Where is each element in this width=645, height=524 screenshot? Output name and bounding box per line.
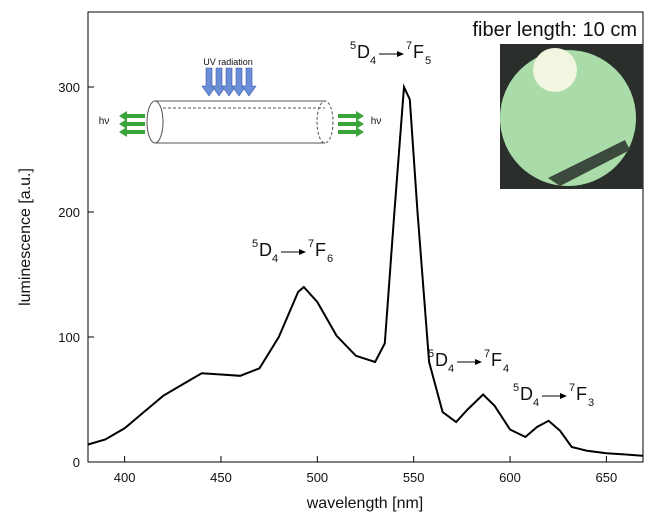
transition-part: 4	[503, 363, 509, 375]
y-tick-label: 0	[73, 455, 80, 470]
x-axis-label: wavelength [nm]	[306, 495, 424, 512]
annotation: fiber length: 10 cm	[472, 19, 637, 41]
transition-part: 7	[308, 238, 314, 250]
photo-inset	[500, 44, 643, 189]
transition-part: 5	[425, 55, 431, 67]
transition-part: D	[435, 350, 448, 370]
x-tick-label: 650	[596, 470, 618, 485]
transition-arrowhead	[560, 393, 567, 399]
transition-part: F	[315, 240, 326, 260]
x-tick-label: 450	[210, 470, 232, 485]
transition-label: 5 D 4 7 F 6	[252, 238, 333, 265]
transition-part: F	[491, 350, 502, 370]
transition-part: 3	[588, 397, 594, 409]
transition-part: D	[520, 384, 533, 404]
transition-part: 4	[272, 253, 278, 265]
y-axis-label: luminescence [a.u.]	[17, 168, 34, 306]
plot-frame	[87, 11, 644, 463]
transition-part: D	[259, 240, 272, 260]
transition-part: 5	[350, 40, 356, 52]
transition-label: 5 D 47 F 4	[428, 348, 509, 375]
transition-part: 5	[428, 348, 434, 360]
annotation: UV radiation	[203, 57, 253, 67]
transition-label: 5 D 4 7 F 3	[513, 382, 594, 409]
transition-part: 7	[569, 382, 575, 394]
y-tick-label: 200	[58, 205, 80, 220]
x-tick-label: 500	[306, 470, 328, 485]
annotation: hν	[99, 116, 110, 127]
transition-part: 7	[406, 40, 412, 52]
transition-arrowhead	[397, 51, 404, 57]
transition-part: 6	[327, 253, 333, 265]
transition-part: 4	[448, 363, 454, 375]
transition-part: 4	[370, 55, 376, 67]
transition-arrowhead	[299, 249, 306, 255]
x-tick-label: 600	[499, 470, 521, 485]
transition-part: F	[413, 42, 424, 62]
y-tick-label: 300	[58, 80, 80, 95]
transition-part: D	[357, 42, 370, 62]
transition-arrowhead	[475, 359, 482, 365]
transition-part: 5	[513, 382, 519, 394]
transition-part: 4	[533, 397, 539, 409]
uv-arrows	[201, 67, 257, 97]
y-tick-label: 100	[58, 330, 80, 345]
transition-label: 5 D 47 F 5	[350, 40, 431, 67]
x-tick-label: 400	[114, 470, 136, 485]
transition-part: F	[576, 384, 587, 404]
annotation: hν	[371, 116, 382, 127]
x-tick-label: 550	[403, 470, 425, 485]
emission-arrows	[119, 111, 364, 137]
transition-part: 7	[484, 348, 490, 360]
spectrum-line	[87, 83, 644, 457]
fiber-diagram	[146, 100, 334, 144]
transition-part: 5	[252, 238, 258, 250]
